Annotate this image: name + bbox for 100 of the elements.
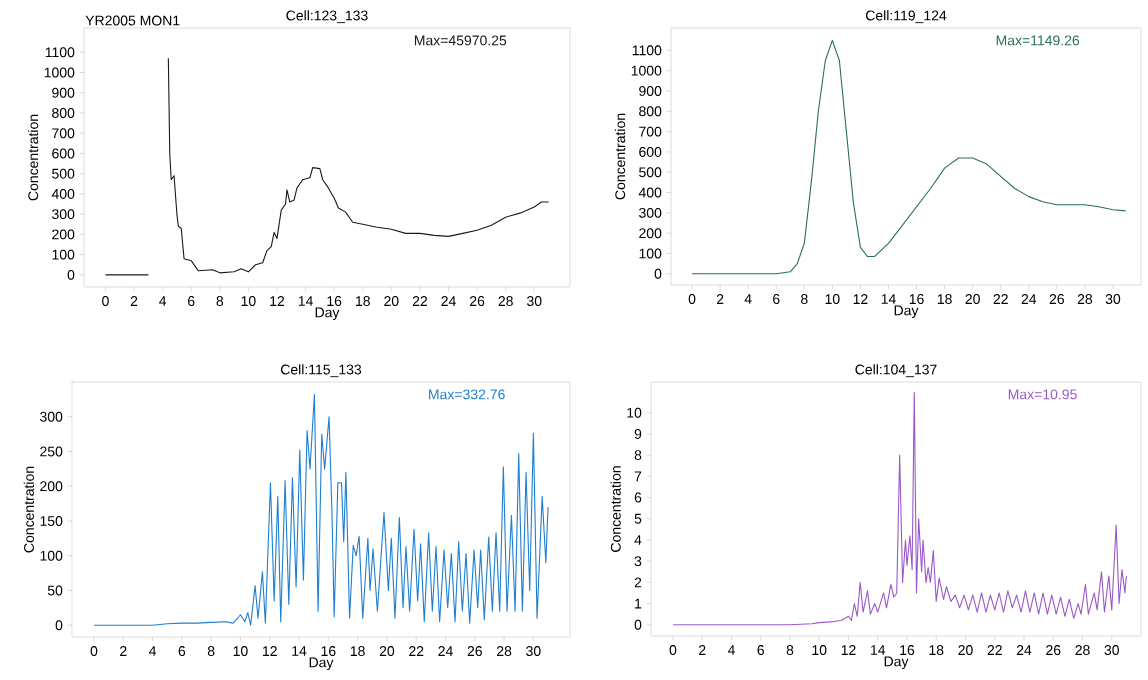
y-tick-label: 1100 <box>632 45 662 56</box>
x-tick-label: 22 <box>409 646 424 656</box>
x-tick-label: 20 <box>958 645 973 656</box>
x-tick-label: 24 <box>438 646 453 656</box>
y-tick-label: 100 <box>639 248 662 259</box>
x-tick-label: 14 <box>292 646 307 656</box>
y-tick-label: 800 <box>639 106 662 117</box>
chart-title: Cell:115_133 <box>280 364 362 378</box>
x-tick-label: 16 <box>909 294 924 305</box>
x-tick-label: 30 <box>526 646 541 657</box>
y-tick-label: 800 <box>52 108 75 118</box>
annotation: Max=1149.26 <box>996 35 1080 46</box>
x-tick-label: 16 <box>321 646 336 657</box>
x-tick-label: 10 <box>825 294 840 305</box>
x-tick-label: 28 <box>1075 645 1090 656</box>
x-tick-label: 20 <box>379 646 395 657</box>
x-tick-label: 16 <box>900 645 915 656</box>
y-tick-label: 6 <box>634 492 642 503</box>
y-tick-label: 200 <box>40 481 63 492</box>
y-tick-label: 600 <box>52 148 75 159</box>
x-tick-label: 26 <box>1046 645 1061 656</box>
y-axis-title: Concentration <box>27 114 39 201</box>
y-tick-label: 400 <box>51 188 75 199</box>
y-tick-label: 1000 <box>631 65 662 76</box>
x-tick-label: 2 <box>130 296 138 306</box>
x-tick-label: 20 <box>384 296 399 307</box>
y-tick-label: 4 <box>634 535 642 545</box>
x-tick-label: 6 <box>773 294 780 305</box>
x-tick-label: 0 <box>669 645 677 656</box>
y-tick-label: 400 <box>638 187 662 198</box>
x-tick-label: 28 <box>498 296 513 307</box>
annotation: Max=10.95 <box>1008 389 1077 400</box>
x-tick-label: 0 <box>90 646 98 657</box>
annotation: Max=45970.25 <box>414 35 507 46</box>
x-tick-label: 4 <box>727 645 735 655</box>
x-axis-title: Day <box>894 305 919 319</box>
x-tick-label: 26 <box>1049 294 1064 305</box>
y-tick-label: 1 <box>635 598 642 609</box>
y-tick-label: 0 <box>55 620 63 631</box>
y-tick-label: 50 <box>47 585 63 596</box>
x-tick-label: 30 <box>1104 645 1119 656</box>
x-tick-label: 30 <box>1105 294 1121 305</box>
x-tick-label: 10 <box>812 645 827 656</box>
x-tick-label: 4 <box>148 646 157 656</box>
y-axis-title: Concentration <box>610 466 621 552</box>
x-tick-label: 24 <box>1021 294 1037 304</box>
chart-title: Cell:119_124 <box>865 10 947 24</box>
x-tick-label: 24 <box>1016 645 1032 655</box>
y-tick-label: 700 <box>52 128 75 139</box>
text: YR2005 MON1 <box>85 15 180 26</box>
x-tick-label: 14 <box>298 296 313 306</box>
y-tick-label: 1000 <box>44 67 75 78</box>
x-tick-label: 24 <box>441 296 456 306</box>
x-tick-label: 22 <box>987 645 1002 655</box>
y-tick-label: 8 <box>634 450 642 461</box>
y-tick-label: 3 <box>634 556 642 567</box>
y-tick-label: 900 <box>639 86 662 96</box>
y-tick-label: 2 <box>634 577 642 588</box>
x-tick-label: 12 <box>263 646 277 656</box>
x-tick-label: 4 <box>159 296 167 306</box>
y-tick-label: 0 <box>634 619 642 630</box>
x-axis-title: Day <box>315 307 340 321</box>
y-tick-label: 300 <box>639 207 662 218</box>
x-tick-label: 12 <box>841 645 856 655</box>
x-tick-label: 16 <box>327 296 342 307</box>
y-tick-label: 150 <box>40 516 63 526</box>
x-tick-label: 14 <box>871 645 886 655</box>
y-tick-label: 0 <box>67 269 75 280</box>
x-tick-label: 8 <box>216 296 224 307</box>
y-tick-label: 300 <box>40 411 63 422</box>
x-tick-label: 6 <box>757 645 764 656</box>
x-tick-label: 0 <box>102 296 109 307</box>
y-tick-label: 100 <box>52 249 75 260</box>
y-tick-label: 200 <box>52 229 75 240</box>
x-tick-label: 30 <box>527 296 542 307</box>
x-tick-label: 26 <box>470 296 485 307</box>
x-axis-title: Day <box>309 657 334 671</box>
y-tick-label: 200 <box>639 228 662 239</box>
x-tick-label: 18 <box>929 645 944 656</box>
x-tick-label: 4 <box>744 294 752 304</box>
x-tick-label: 2 <box>120 646 127 656</box>
x-tick-label: 2 <box>716 294 724 304</box>
y-tick-label: 1100 <box>45 47 75 58</box>
y-tick-label: 600 <box>639 146 662 157</box>
x-tick-label: 28 <box>1077 294 1093 305</box>
y-tick-label: 900 <box>52 87 75 98</box>
x-tick-label: 22 <box>993 294 1008 304</box>
x-tick-label: 22 <box>412 296 427 306</box>
y-tick-label: 9 <box>634 428 642 439</box>
y-tick-label: 100 <box>40 550 63 561</box>
y-tick-label: 0 <box>654 268 662 279</box>
y-tick-label: 250 <box>40 446 63 457</box>
y-tick-label: 300 <box>52 209 75 220</box>
chart-title: Cell:123_133 <box>286 10 368 24</box>
x-tick-label: 12 <box>853 294 868 304</box>
x-tick-label: 10 <box>241 296 256 307</box>
x-tick-label: 6 <box>178 646 186 657</box>
x-axis-title: Day <box>884 656 909 670</box>
y-tick-label: 500 <box>52 168 75 179</box>
x-tick-label: 26 <box>467 646 482 657</box>
